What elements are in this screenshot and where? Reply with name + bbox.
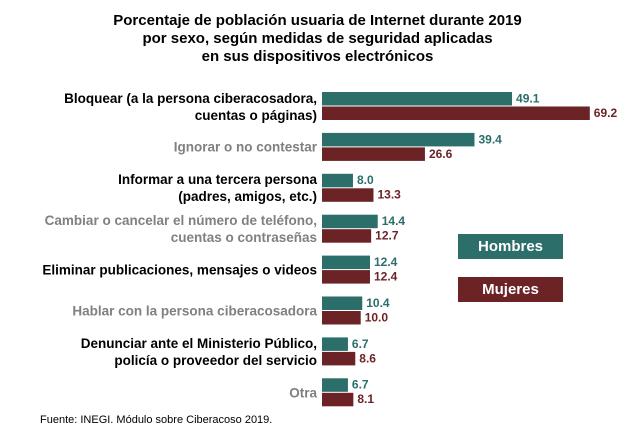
bar	[322, 92, 513, 106]
bar	[322, 351, 356, 366]
bar	[322, 255, 370, 270]
legend-entry: Mujeres	[458, 277, 563, 302]
legend-entry: Hombres	[458, 234, 563, 259]
bar	[322, 147, 425, 161]
bar	[322, 392, 354, 407]
category-label: Ignorar o no contestar	[173, 139, 317, 155]
value-label: 10.0	[365, 310, 389, 324]
bar	[322, 270, 370, 284]
bar	[322, 311, 361, 325]
value-label: 26.6	[429, 147, 453, 161]
bar	[322, 214, 378, 229]
bar	[322, 296, 363, 310]
value-label: 8.1	[357, 392, 374, 406]
category-label: Cambiar o cancelar el número de teléfono…	[44, 213, 317, 246]
bar	[322, 229, 372, 243]
value-label: 6.7	[352, 378, 369, 392]
category-label: Otra	[289, 385, 317, 401]
value-label: 14.4	[382, 214, 406, 228]
bar	[322, 188, 374, 202]
category-label: Informar a una tercera persona (padres, …	[118, 172, 317, 205]
category-label: Denunciar ante el Ministerio Público, po…	[80, 335, 317, 368]
bar	[322, 132, 475, 147]
category-label: Bloquear (a la persona ciberacosadora, c…	[64, 90, 317, 123]
chart-title: Porcentaje de población usuaria de Inter…	[113, 12, 522, 65]
value-label: 39.4	[478, 132, 502, 146]
category-label: Hablar con la persona ciberacosadora	[72, 303, 317, 319]
value-label: 49.1	[516, 91, 540, 105]
value-label: 69.2	[594, 106, 618, 120]
bar	[322, 106, 590, 120]
bar	[322, 337, 348, 351]
value-label: 6.7	[352, 337, 369, 351]
value-label: 13.3	[377, 188, 401, 202]
bar	[322, 378, 348, 392]
value-label: 8.0	[357, 173, 374, 187]
value-label: 12.7	[375, 229, 399, 243]
value-label: 10.4	[366, 296, 390, 310]
value-label: 12.4	[374, 270, 398, 284]
value-label: 8.6	[359, 351, 376, 365]
category-label: Eliminar publicaciones, mensajes o video…	[42, 262, 317, 278]
source: Fuente: INEGI. Módulo sobre Ciberacoso 2…	[40, 414, 273, 426]
value-label: 12.4	[374, 255, 398, 269]
bar	[322, 173, 353, 188]
